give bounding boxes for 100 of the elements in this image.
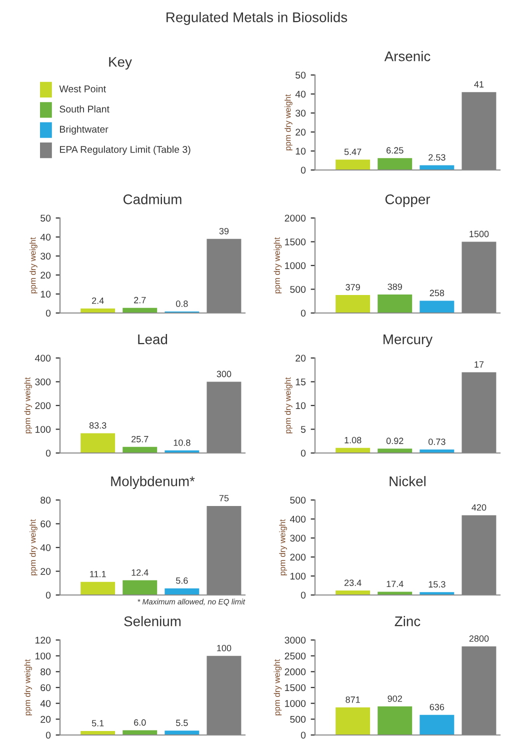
y-tick-label: 0 bbox=[300, 450, 306, 457]
bar bbox=[164, 588, 200, 595]
y-tick-label: 1000 bbox=[285, 700, 306, 707]
bar bbox=[420, 714, 454, 735]
y-tick-label: 40 bbox=[40, 544, 51, 552]
y-axis-title: ppm dry weight bbox=[24, 659, 32, 716]
chart-title: Mercury bbox=[384, 334, 433, 347]
data-label: 258 bbox=[430, 290, 444, 296]
data-label: 2.53 bbox=[428, 154, 446, 161]
y-tick-label: 10 bbox=[296, 402, 306, 410]
data-label: 1500 bbox=[470, 230, 489, 238]
data-label: 420 bbox=[472, 504, 486, 511]
y-tick-label: 20 bbox=[40, 568, 51, 575]
bar bbox=[378, 158, 412, 170]
y-tick-label: 10 bbox=[296, 148, 306, 155]
bar bbox=[378, 448, 412, 453]
text: Key bbox=[109, 57, 132, 70]
data-label: 10.8 bbox=[174, 439, 190, 446]
y-tick-label: 300 bbox=[35, 378, 51, 386]
y-tick-label: 80 bbox=[40, 496, 51, 504]
y-tick-label: 0 bbox=[300, 732, 306, 739]
y-tick-label: 500 bbox=[290, 286, 306, 293]
chart-title: Copper bbox=[385, 194, 430, 207]
data-label: 12.4 bbox=[132, 569, 148, 576]
bar bbox=[378, 706, 412, 735]
y-tick-label: 40 bbox=[40, 700, 51, 707]
y-tick-label: 500 bbox=[290, 496, 306, 504]
category-label: South Plant bbox=[60, 105, 110, 113]
data-label: 6.25 bbox=[386, 147, 404, 154]
data-label: 871 bbox=[346, 696, 360, 703]
data-label: 5.47 bbox=[344, 148, 362, 156]
y-tick-label: 100 bbox=[290, 572, 306, 580]
y-tick-label: 0 bbox=[300, 592, 306, 599]
y-tick-label: 200 bbox=[290, 554, 306, 561]
data-label: 41 bbox=[474, 81, 484, 88]
category-label: EPA Regulatory Limit (Table 3) bbox=[60, 146, 190, 155]
y-axis-title: ppm dry weight bbox=[274, 237, 282, 294]
data-label: 902 bbox=[388, 695, 402, 702]
y-tick-label: 100 bbox=[35, 426, 51, 433]
y-tick-label: 30 bbox=[40, 252, 51, 260]
y-tick-label: 400 bbox=[290, 516, 306, 523]
data-label: 0.8 bbox=[176, 300, 188, 307]
y-tick-label: 1500 bbox=[285, 684, 306, 692]
y-tick-label: 40 bbox=[295, 90, 306, 98]
bar bbox=[378, 592, 412, 595]
bar bbox=[336, 295, 370, 313]
bar bbox=[164, 730, 200, 735]
chart-title: Molybdenum* bbox=[111, 476, 195, 489]
y-axis-title: ppm dry weight bbox=[284, 377, 292, 434]
bar bbox=[122, 580, 158, 595]
y-tick-label: 30 bbox=[296, 110, 306, 117]
data-label: 5.1 bbox=[92, 720, 104, 726]
y-axis-title: ppm dry weight bbox=[279, 519, 287, 576]
data-label: 379 bbox=[346, 284, 360, 290]
data-label: 300 bbox=[216, 370, 232, 378]
y-tick-label: 1500 bbox=[285, 238, 306, 246]
y-tick-label: 0 bbox=[46, 450, 51, 457]
y-tick-label: 50 bbox=[296, 72, 306, 79]
y-tick-label: 0 bbox=[46, 732, 51, 739]
y-tick-label: 2000 bbox=[284, 214, 306, 222]
data-label: 75 bbox=[219, 495, 229, 502]
data-label: 2800 bbox=[469, 635, 489, 642]
data-label: 25.7 bbox=[132, 436, 148, 442]
data-label: 636 bbox=[430, 704, 444, 710]
data-label: 2.7 bbox=[134, 296, 146, 304]
y-tick-label: 20 bbox=[296, 354, 306, 362]
category-label: Brightwater bbox=[60, 126, 108, 135]
bar bbox=[80, 582, 116, 595]
data-label: 5.6 bbox=[176, 577, 188, 584]
y-tick-label: 1000 bbox=[285, 262, 306, 270]
y-tick-label: 120 bbox=[35, 636, 51, 644]
data-label: 0.92 bbox=[386, 438, 404, 444]
y-tick-label: 0 bbox=[300, 166, 306, 174]
y-tick-label: 20 bbox=[40, 272, 51, 279]
chart-title: Zinc bbox=[394, 616, 420, 626]
chart-title: Selenium bbox=[124, 616, 181, 626]
y-tick-label: 500 bbox=[290, 716, 306, 723]
bar bbox=[80, 433, 116, 453]
y-tick-label: 200 bbox=[35, 402, 51, 410]
data-label: 17 bbox=[474, 361, 484, 368]
bar bbox=[122, 446, 158, 453]
data-label: 17.4 bbox=[386, 580, 404, 588]
y-tick-label: 15 bbox=[296, 378, 306, 386]
data-label: 15.3 bbox=[428, 581, 446, 588]
data-label: 0.73 bbox=[428, 438, 446, 445]
y-tick-label: 100 bbox=[35, 652, 51, 660]
data-label: 2.4 bbox=[92, 297, 104, 304]
data-label: 5.5 bbox=[176, 720, 188, 726]
y-axis-title: ppm dry weight bbox=[30, 237, 38, 294]
y-tick-label: 5 bbox=[300, 426, 306, 433]
data-label: 6.0 bbox=[134, 719, 146, 726]
y-tick-label: 60 bbox=[40, 684, 51, 692]
data-label: 11.1 bbox=[90, 570, 106, 578]
chart-title: Cadmium bbox=[123, 194, 182, 204]
y-tick-label: 10 bbox=[40, 290, 51, 298]
category-label: West Point bbox=[59, 85, 106, 92]
data-label: 83.3 bbox=[89, 422, 106, 429]
data-label: 100 bbox=[217, 644, 232, 652]
y-axis-title: ppm dry weight bbox=[30, 519, 38, 576]
y-tick-label: 400 bbox=[34, 354, 51, 362]
